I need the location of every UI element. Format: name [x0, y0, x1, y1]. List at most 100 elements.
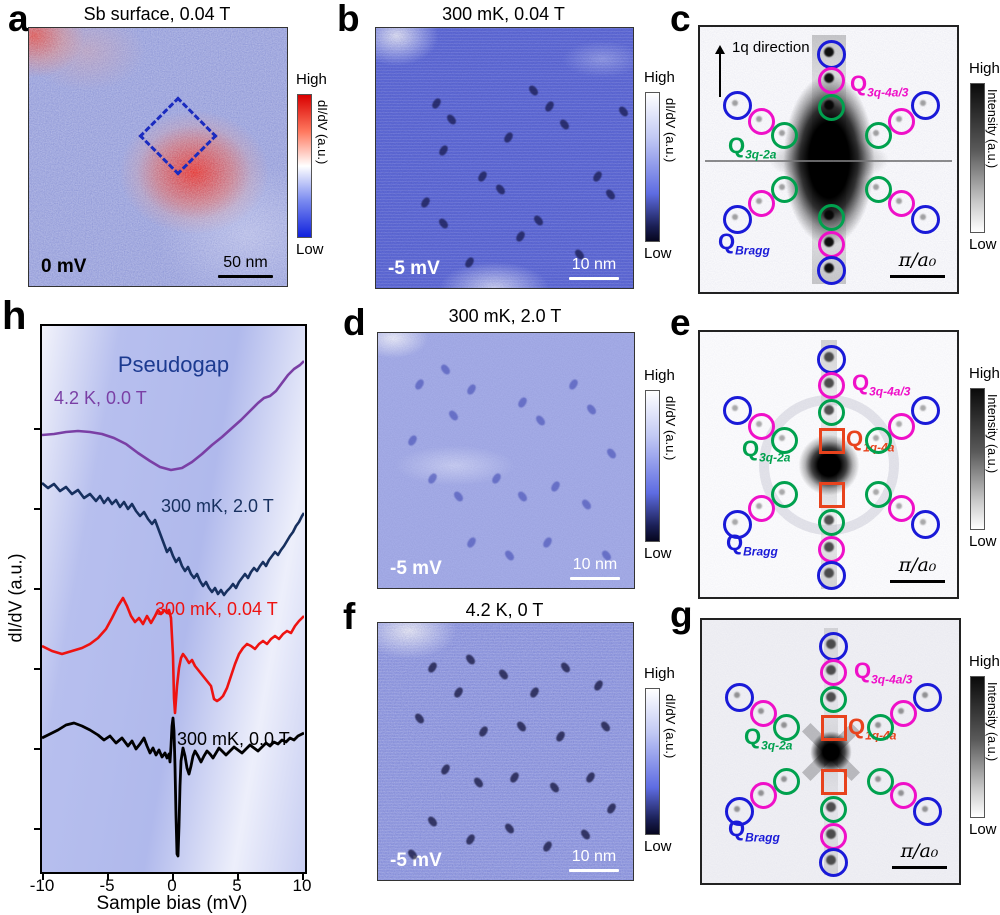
panel-a-didv-map: 0 mV 50 nm — [28, 27, 288, 287]
q-marker-circle — [867, 768, 894, 795]
curve-label-300mK-0p04T: 300 mK, 0.04 T — [155, 599, 278, 619]
q-marker-circle — [748, 108, 775, 135]
q-marker-circle — [818, 399, 845, 426]
colorbar-axis-label: Intensity (a.u.) — [985, 89, 999, 169]
q-marker-circle — [865, 427, 892, 454]
spectra-curves — [42, 360, 304, 858]
y-axis-label: dI/dV (a.u.) — [5, 553, 26, 643]
panel-b-scalebar: 10 nm — [569, 256, 619, 280]
panel-c-letter: c — [670, 0, 691, 39]
panel-c-colorbar: High Low Intensity (a.u.) — [969, 60, 1000, 253]
dark-defect-mark — [516, 395, 529, 409]
dark-defect-mark — [542, 535, 554, 550]
q-marker-circle — [913, 683, 942, 712]
colorbar-gradient — [970, 82, 985, 233]
curve-label-300mK-0T: 300 mK, 0.0 T — [177, 729, 290, 749]
dark-defect-mark — [580, 497, 593, 511]
colorbar-gradient — [645, 91, 660, 242]
q-marker-circle — [820, 686, 847, 713]
panel-b-didv-map: -5 mV 10 nm — [375, 27, 634, 289]
panel-a-scalebar-line — [218, 275, 273, 278]
q-marker-circle — [913, 797, 942, 826]
dark-defect-mark — [585, 403, 598, 417]
dark-defect-mark — [490, 472, 503, 486]
x-tick — [302, 872, 304, 880]
panel-f-didv-map: -5 mV 10 nm — [377, 622, 634, 881]
colorbar-low-label: Low — [644, 837, 672, 855]
q-marker-circle — [817, 40, 846, 69]
panel-a-scalebar-text: 50 nm — [223, 254, 268, 271]
colorbar-low-label: Low — [969, 820, 997, 838]
panel-g-letter: g — [670, 594, 693, 635]
colorbar-gradient — [297, 93, 312, 238]
colorbar-high-label: High — [296, 71, 327, 88]
colorbar-low-label: Low — [969, 532, 997, 550]
noise-overlay — [29, 28, 287, 286]
q-marker-circle — [723, 205, 752, 234]
q-marker-circle — [890, 700, 917, 727]
colorbar-gradient — [970, 387, 985, 530]
dark-defect-mark — [447, 408, 460, 422]
panel-d-letter: d — [343, 302, 366, 343]
q-marker-circle — [865, 176, 892, 203]
colorbar-axis-label: dI/dV (a.u.) — [663, 396, 678, 461]
dark-defect-mark — [465, 535, 477, 550]
colorbar-gradient — [970, 675, 985, 818]
panel-b-bias-label: -5 mV — [388, 258, 440, 279]
dark-defect-mark — [406, 433, 419, 448]
q-1q-marker-square — [820, 768, 847, 795]
q-marker-circle — [817, 345, 846, 374]
dark-defect-mark — [605, 446, 619, 460]
colorbar-high-label: High — [969, 60, 1000, 77]
q-3q-2a-label: Q3q-2a — [742, 436, 791, 465]
spectrum-curve — [42, 596, 304, 715]
panel-a-bias-label: 0 mV — [41, 256, 87, 277]
q-marker-circle — [819, 848, 848, 877]
q-marker-circle — [820, 659, 847, 686]
panel-c-fft: 1q direction Q3q-4a/3 Q3q-2a QBragg π/a₀ — [698, 25, 959, 294]
panel-g-colorbar: High Low Intensity (a.u.) — [969, 653, 1000, 838]
panel-d-scalebar: 10 nm — [570, 556, 620, 580]
q-marker-circle — [771, 481, 798, 508]
fft-horizontal-line — [705, 159, 952, 162]
q-marker-circle — [817, 256, 846, 285]
panel-h-letter: h — [2, 294, 27, 338]
noise-overlay — [29, 28, 287, 286]
q-marker-circle — [723, 91, 752, 120]
panel-f-scalebar-line — [569, 869, 619, 872]
q-marker-circle — [773, 714, 800, 741]
q-marker-circle — [771, 427, 798, 454]
q-marker-circle — [750, 782, 777, 809]
panel-e-fft: Q3q-4a/3 Q3q-2a Q1q-4a QBragg π/a₀ — [698, 330, 959, 599]
dark-defect-mark — [567, 377, 580, 391]
q-marker-circle — [865, 481, 892, 508]
panel-f-colorbar: High Low dI/dV (a.u.) — [644, 665, 706, 855]
dark-defect-mark — [465, 382, 477, 397]
panel-d-didv-map: -5 mV 10 nm — [377, 332, 635, 589]
dark-defect-mark — [534, 413, 547, 427]
colorbar-high-label: High — [969, 653, 1000, 670]
q-marker-circle — [723, 396, 752, 425]
dark-defect-mark — [452, 490, 465, 504]
dark-defect-mark — [426, 472, 439, 486]
panel-a-colorbar: High Low dI/dV (a.u.) — [296, 71, 358, 258]
panel-a-scalebar: 50 nm — [218, 254, 273, 278]
y-tick — [34, 668, 40, 670]
panel-a-title: Sb surface, 0.04 T — [83, 4, 231, 24]
panel-b-title: 300 mK, 0.04 T — [442, 4, 565, 24]
panel-f-scalebar: 10 nm — [569, 848, 619, 872]
colorbar-low-label: Low — [969, 235, 997, 253]
q-marker-circle — [771, 176, 798, 203]
q-3q-4a3-label: Q3q-4a/3 — [852, 370, 911, 399]
x-axis-label: Sample bias (mV) — [96, 893, 248, 914]
panel-h-spectra-plot: Pseudogap 4.2 K, 0.0 T 300 mK, 2.0 T 300… — [40, 324, 307, 874]
colorbar-gradient — [645, 389, 660, 542]
q-marker-circle — [888, 495, 915, 522]
q-3q-4a3-label: Q3q-4a/3 — [850, 71, 909, 100]
panel-f-scalebar-text: 10 nm — [571, 848, 617, 865]
dark-defect-mark — [439, 362, 452, 376]
scalebar-line — [890, 580, 945, 583]
spectrum-curve — [42, 360, 304, 472]
panel-b-scalebar-line — [569, 277, 619, 280]
q-marker-circle — [820, 823, 847, 850]
